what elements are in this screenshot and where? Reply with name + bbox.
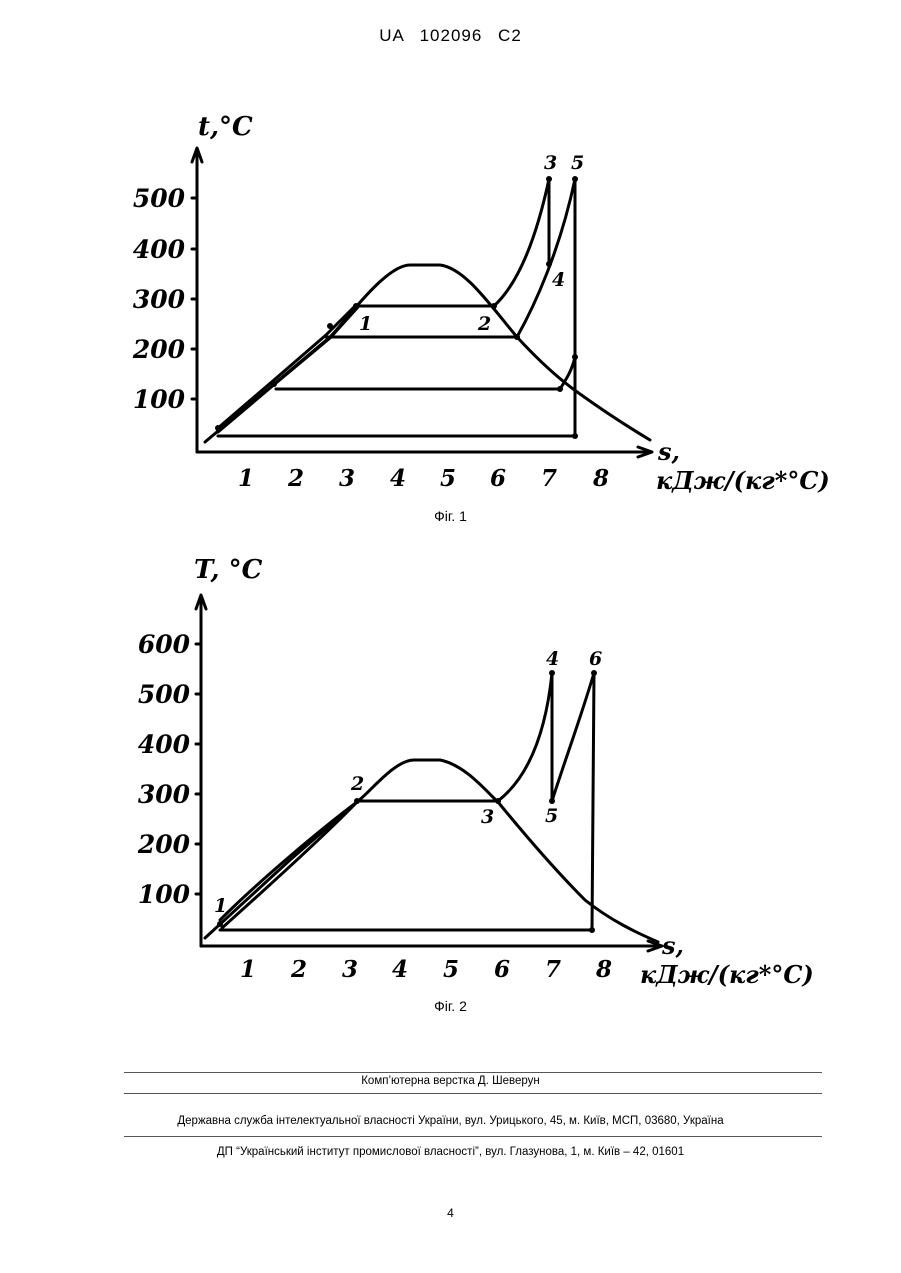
point-label-1: 1 [359, 313, 372, 335]
x-tick-2: 2 [287, 465, 304, 492]
footer-divider-1 [124, 1072, 822, 1073]
point-label-5: 5 [545, 805, 558, 827]
x-tick-6: 6 [494, 956, 510, 983]
x-tick-8: 8 [595, 956, 612, 983]
x-tick-5: 5 [440, 465, 456, 492]
footer-divider-3 [124, 1136, 822, 1137]
point-2 [491, 303, 497, 309]
saturation-dome [205, 265, 650, 442]
footer-divider-2 [124, 1093, 822, 1094]
point-label-3: 3 [481, 806, 494, 828]
x-tick-labels-1: 1 2 3 4 5 6 7 8 [238, 465, 609, 492]
point-label-5: 5 [571, 152, 584, 174]
point-a [327, 323, 333, 329]
point-label-2: 2 [477, 313, 491, 335]
point-d [514, 334, 520, 340]
x-tick-2: 2 [290, 956, 307, 983]
x-tick-3: 3 [342, 956, 358, 983]
x-tick-labels-2: 1 2 3 4 5 6 7 8 [240, 956, 612, 983]
y-axis-label: T, °C [194, 555, 263, 585]
y-axis-label: t,°C [198, 112, 253, 142]
x-tick-6: 6 [490, 465, 506, 492]
x-axis-label-s: s, [661, 931, 684, 960]
x-tick-7: 7 [541, 465, 557, 492]
x-tick-1: 1 [238, 465, 254, 492]
point-label-4: 4 [552, 269, 565, 291]
point-label-2: 2 [350, 773, 364, 795]
point-g [589, 927, 595, 933]
y-tick-400: 400 [138, 730, 191, 759]
point-f [572, 354, 578, 360]
point-label-4: 4 [546, 648, 559, 670]
footer-institute: ДП “Український інститут промислової вла… [0, 1146, 901, 1158]
point-4 [549, 670, 555, 676]
x-tick-7: 7 [545, 956, 561, 983]
superheat-3-4 [498, 673, 552, 801]
footer-agency: Державна служба інтелектуальної власност… [0, 1115, 901, 1127]
footer-typesetter: Комп’ютерна верстка Д. Шеверун [0, 1075, 901, 1087]
figure-1-caption: Фіг. 1 [0, 508, 901, 524]
y-tick-100: 100 [138, 880, 191, 909]
point-3 [495, 798, 501, 804]
x-axis-label-s: s, [657, 437, 680, 466]
y-tick-400: 400 [133, 235, 186, 264]
x-axis-label-unit: кДж/(кг*°С) [656, 466, 830, 495]
point-6 [591, 670, 597, 676]
point-label-6: 6 [589, 648, 602, 670]
point-2 [354, 798, 360, 804]
document-header: UA 102096 C2 [0, 26, 901, 46]
y-tick-300: 300 [138, 780, 191, 809]
y-tick-500: 500 [133, 184, 186, 213]
point-label-1: 1 [214, 895, 227, 917]
point-1 [217, 921, 223, 927]
point-c [215, 425, 221, 431]
x-tick-3: 3 [339, 465, 355, 492]
figure-2: 100 200 300 400 500 600 1 2 3 4 5 6 7 8 … [0, 550, 901, 1000]
point-5 [549, 798, 555, 804]
point-b [271, 381, 277, 387]
point-5 [572, 176, 578, 182]
ts-diagram-2: 100 200 300 400 500 600 1 2 3 4 5 6 7 8 … [0, 550, 901, 1000]
point-3 [546, 176, 552, 182]
x-tick-4: 4 [390, 465, 406, 492]
point-label-3: 3 [544, 152, 557, 174]
saturation-dome [205, 760, 658, 942]
y-tick-100: 100 [133, 385, 186, 414]
y-tick-labels-1: 100 200 300 400 500 [132, 184, 186, 414]
y-tick-300: 300 [133, 285, 186, 314]
y-tick-200: 200 [137, 830, 191, 859]
y-tick-600: 600 [138, 630, 191, 659]
ts-diagram-1: 100 200 300 400 500 1 2 3 4 5 6 7 8 t,°C… [0, 100, 901, 500]
x-axis-label-unit: кДж/(кг*°С) [640, 960, 814, 989]
y-tick-200: 200 [132, 335, 186, 364]
figure-1: 100 200 300 400 500 1 2 3 4 5 6 7 8 t,°C… [0, 100, 901, 500]
point-4 [546, 261, 552, 267]
point-e [557, 386, 563, 392]
reheat-5-6 [552, 673, 594, 801]
x-tick-5: 5 [443, 956, 459, 983]
heating-line-a [218, 306, 355, 428]
figure-2-caption: Фіг. 2 [0, 998, 901, 1014]
point-g [572, 433, 578, 439]
expansion-6 [592, 673, 594, 930]
x-tick-1: 1 [240, 956, 256, 983]
point-1 [353, 303, 359, 309]
x-tick-8: 8 [592, 465, 609, 492]
x-tick-4: 4 [392, 956, 408, 983]
y-tick-labels-2: 100 200 300 400 500 600 [137, 630, 191, 909]
y-tick-500: 500 [138, 680, 191, 709]
page-number: 4 [0, 1206, 901, 1220]
heating-line-b [222, 802, 357, 928]
